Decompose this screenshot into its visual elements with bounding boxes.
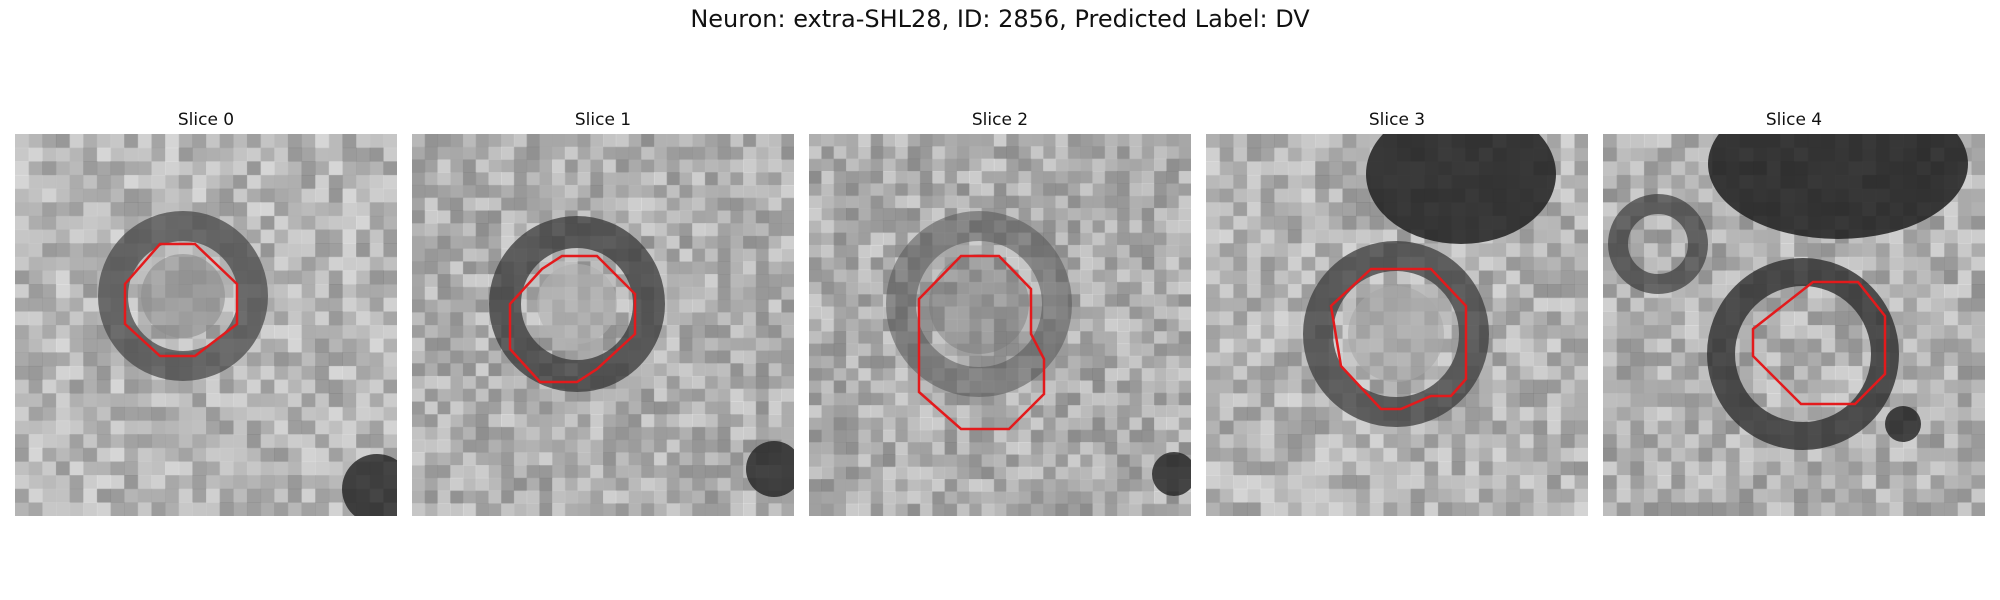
soma-contour-3: [1329, 267, 1468, 411]
slice-image-2: [809, 134, 1191, 516]
soma-contour-0: [123, 242, 239, 358]
slice-title-3: Slice 3: [1368, 110, 1426, 130]
soma-contour-2: [917, 254, 1046, 431]
slice-image-4: [1603, 134, 1985, 516]
slice-image-1: [412, 134, 794, 516]
figure-title: Neuron: extra-SHL28, ID: 2856, Predicted…: [690, 5, 1310, 33]
slice-image-3: [1206, 134, 1588, 516]
slice-title-4: Slice 4: [1765, 110, 1823, 130]
slice-image-0: [15, 134, 397, 516]
slice-title-2: Slice 2: [971, 110, 1029, 130]
slice-title-1: Slice 1: [574, 110, 632, 130]
slice-title-0: Slice 0: [177, 110, 235, 130]
soma-contour-4: [1751, 280, 1887, 406]
soma-contour-1: [508, 254, 637, 384]
